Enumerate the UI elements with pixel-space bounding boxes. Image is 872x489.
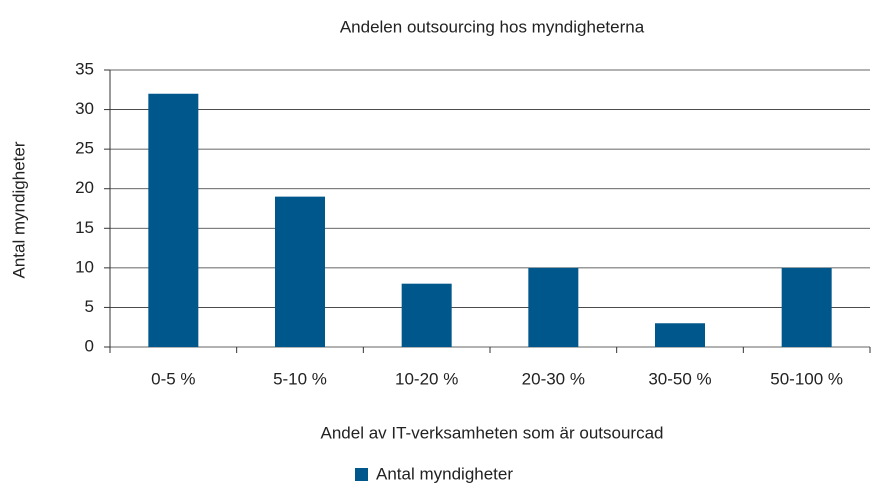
y-tick-label: 35 bbox=[75, 59, 94, 78]
y-tick-label: 25 bbox=[75, 139, 94, 158]
x-tick-label: 10-20 % bbox=[395, 369, 458, 388]
y-tick-label: 0 bbox=[85, 336, 94, 355]
bar bbox=[401, 283, 452, 347]
y-tick-label: 10 bbox=[75, 257, 94, 276]
y-tick-label: 15 bbox=[75, 218, 94, 237]
x-tick-label: 5-10 % bbox=[273, 369, 327, 388]
x-tick-label: 20-30 % bbox=[522, 369, 585, 388]
legend-swatch bbox=[355, 468, 368, 481]
y-tick-label: 5 bbox=[85, 297, 94, 316]
chart-title: Andelen outsourcing hos myndigheterna bbox=[340, 17, 645, 36]
bar bbox=[275, 196, 325, 347]
y-axis-label: Antal myndigheter bbox=[9, 141, 28, 278]
x-tick-label: 0-5 % bbox=[151, 369, 195, 388]
legend-label: Antal myndigheter bbox=[376, 464, 513, 483]
x-tick-label: 30-50 % bbox=[648, 369, 711, 388]
y-tick-label: 30 bbox=[75, 99, 94, 118]
bar bbox=[781, 267, 832, 347]
y-tick-label: 20 bbox=[75, 178, 94, 197]
x-tick-label: 50-100 % bbox=[770, 369, 843, 388]
bar bbox=[655, 323, 705, 347]
x-axis-label: Andel av IT-verksamheten som är outsourc… bbox=[321, 423, 664, 442]
bar bbox=[528, 267, 579, 347]
bar bbox=[148, 93, 199, 347]
